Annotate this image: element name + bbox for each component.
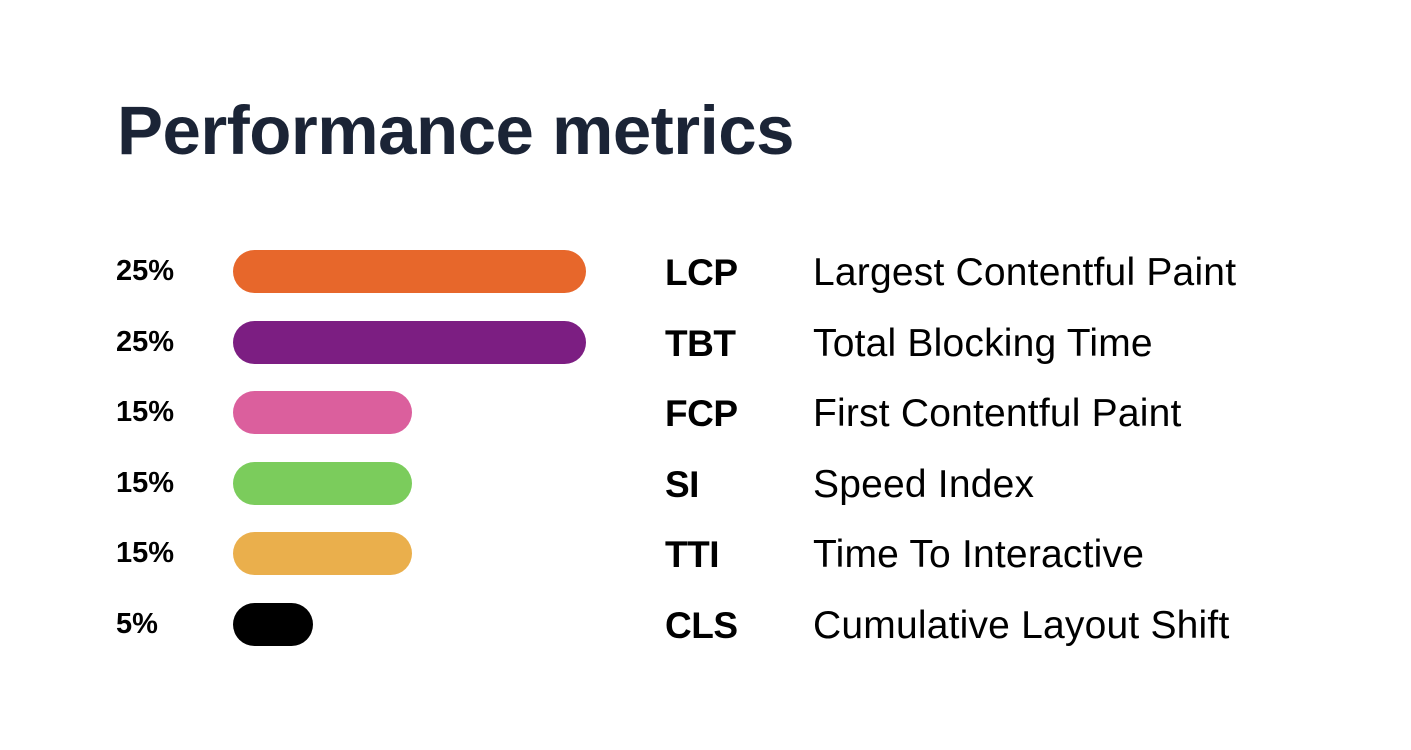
bar-cls — [233, 603, 313, 646]
metric-row-tbt: 25% TBT Total Blocking Time — [0, 321, 1411, 365]
bar-tti — [233, 532, 412, 575]
value-label: 25% — [116, 255, 175, 287]
value-label: 15% — [116, 537, 175, 569]
metric-row-lcp: 25% LCP Largest Contentful Paint — [0, 250, 1411, 294]
metric-name: Time To Interactive — [813, 533, 1145, 576]
metric-row-fcp: 15% FCP First Contentful Paint — [0, 391, 1411, 435]
metric-row-si: 15% SI Speed Index — [0, 462, 1411, 506]
metric-abbr: FCP — [665, 393, 738, 434]
metric-abbr: CLS — [665, 605, 738, 646]
metric-name: First Contentful Paint — [813, 392, 1182, 435]
metric-name: Speed Index — [813, 463, 1035, 506]
metric-abbr: LCP — [665, 252, 738, 293]
metric-name: Total Blocking Time — [813, 322, 1153, 365]
bar-si — [233, 462, 412, 505]
value-label: 25% — [116, 326, 175, 358]
metric-name: Cumulative Layout Shift — [813, 604, 1230, 647]
bar-tbt — [233, 321, 586, 364]
metric-abbr: SI — [665, 464, 699, 505]
metric-abbr: TBT — [665, 323, 736, 364]
metric-row-cls: 5% CLS Cumulative Layout Shift — [0, 603, 1411, 647]
value-label: 15% — [116, 396, 175, 428]
bar-fcp — [233, 391, 412, 434]
bar-lcp — [233, 250, 586, 293]
metric-row-tti: 15% TTI Time To Interactive — [0, 532, 1411, 576]
value-label: 15% — [116, 467, 175, 499]
metric-name: Largest Contentful Paint — [813, 251, 1237, 294]
value-label: 5% — [116, 608, 158, 640]
chart-title: Performance metrics — [117, 92, 795, 169]
metric-abbr: TTI — [665, 534, 719, 575]
